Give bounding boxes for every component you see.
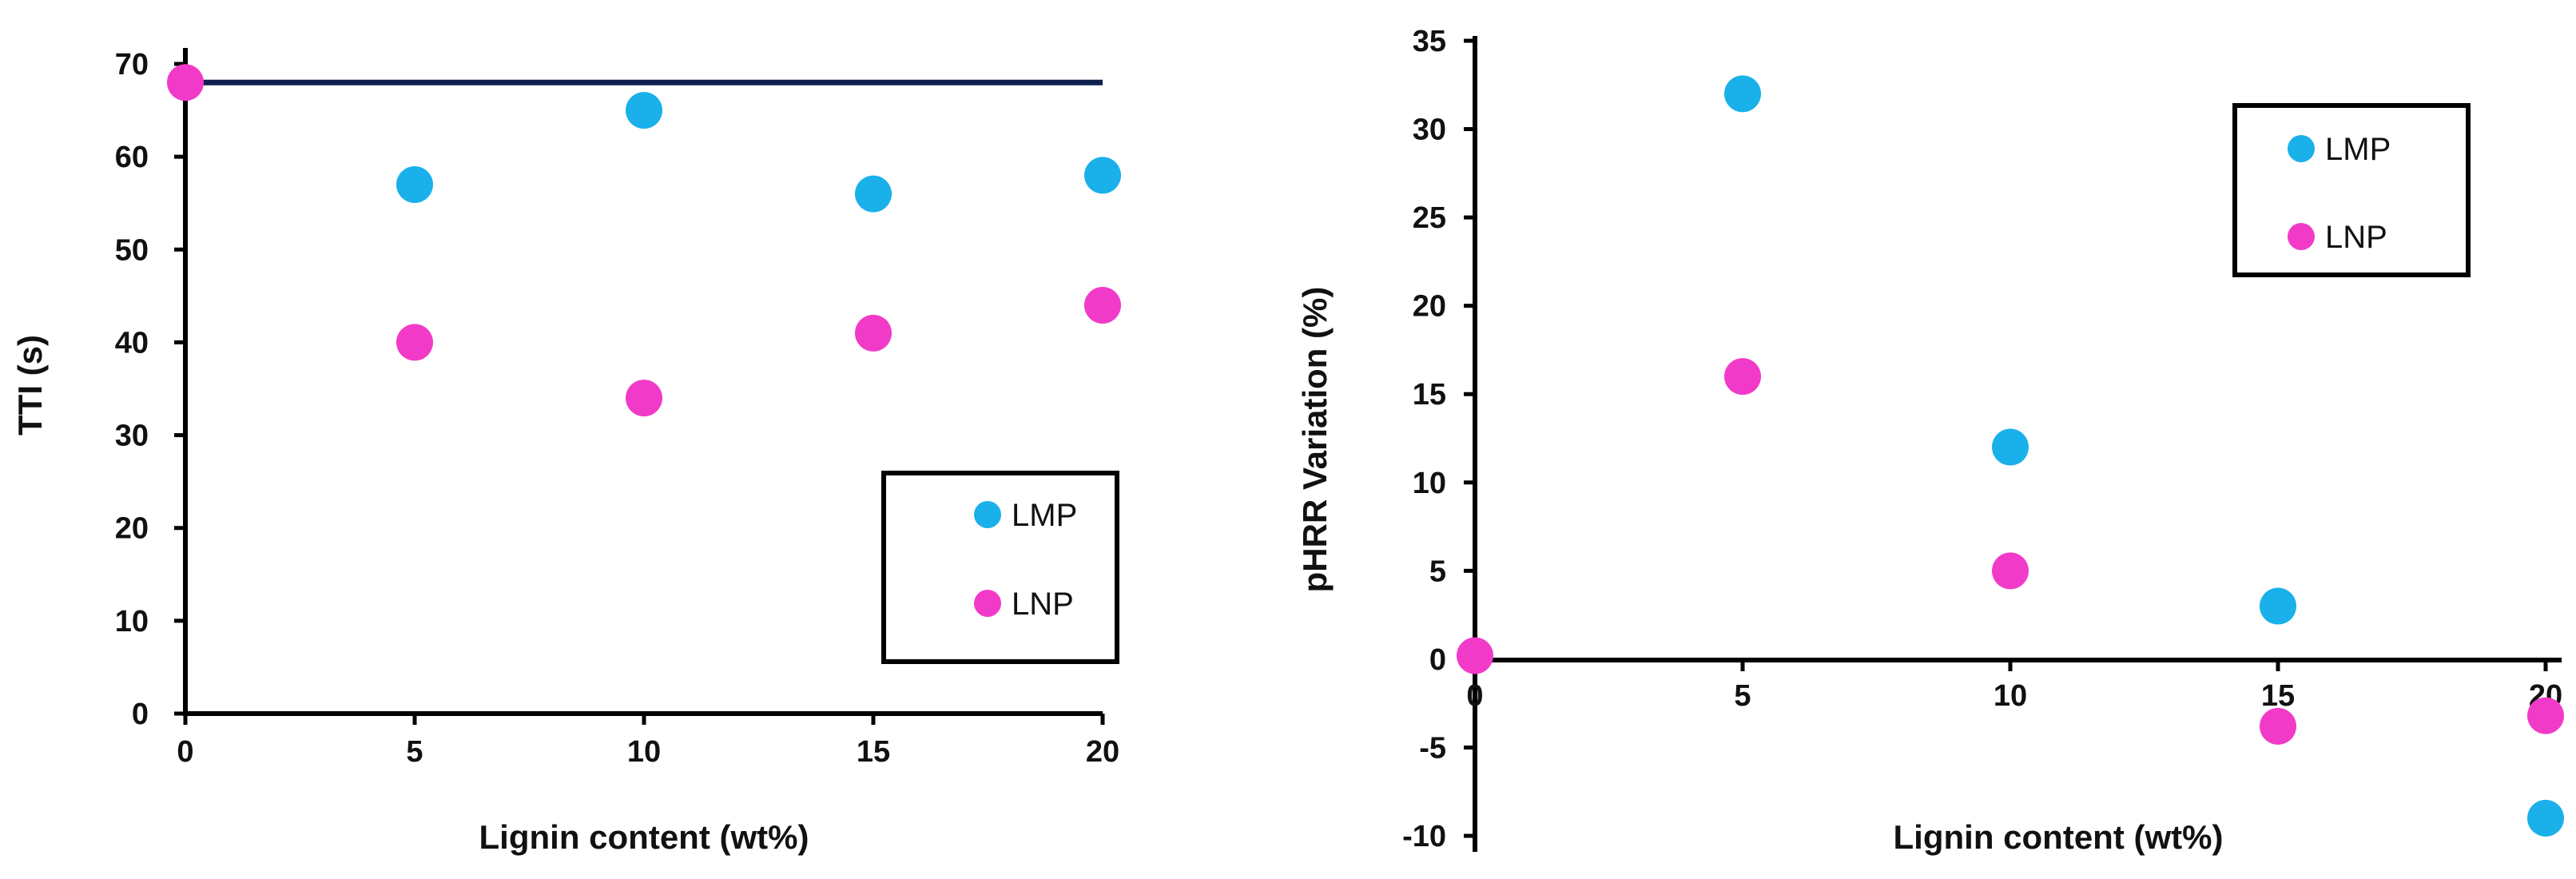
tti-x-tick-label: 10 bbox=[627, 735, 661, 769]
tti-y-tick-label: 30 bbox=[115, 420, 149, 453]
tti-point-lmp bbox=[396, 165, 433, 203]
phrr-point-lnp bbox=[1457, 637, 1493, 674]
phrr-legend-label-lmp: LMP bbox=[2325, 132, 2391, 167]
phrr-y-axis-label: pHRR Variation (%) bbox=[1296, 287, 1334, 593]
phrr-y-tick-label: 25 bbox=[1413, 201, 1446, 235]
tti-legend-label-lmp: LMP bbox=[1012, 498, 1077, 533]
phrr-y-tick-label: 35 bbox=[1413, 25, 1446, 58]
phrr-point-lnp bbox=[1724, 358, 1761, 396]
tti-legend-box bbox=[881, 471, 1119, 664]
tti-x-tick-label: 5 bbox=[406, 735, 423, 769]
phrr-x-tick-label: 15 bbox=[2261, 679, 2295, 713]
tti-point-lnp bbox=[396, 324, 433, 361]
phrr-y-tick-label: 5 bbox=[1429, 555, 1446, 588]
phrr-legend-marker-lnp bbox=[2288, 223, 2315, 250]
phrr-y-tick-label: 10 bbox=[1413, 467, 1446, 500]
phrr-chart: -10 -5 0 5 10 15 20 25 30 35 0 5 10 15 20 Lignin cont… bbox=[1296, 25, 2564, 856]
phrr-y-ticks: -10 -5 0 5 10 15 20 25 30 35 bbox=[1402, 25, 1475, 853]
phrr-point-lnp bbox=[2527, 697, 2564, 734]
phrr-y-tick-label: -5 bbox=[1419, 731, 1446, 765]
phrr-data-points bbox=[1457, 75, 2564, 837]
tti-point-lnp bbox=[167, 64, 204, 101]
phrr-point-lmp bbox=[2260, 587, 2296, 625]
phrr-y-tick-label: -10 bbox=[1402, 820, 1446, 853]
tti-legend-marker-lnp bbox=[974, 590, 1001, 617]
phrr-y-tick-label: 0 bbox=[1429, 643, 1446, 677]
tti-y-tick-label: 40 bbox=[115, 326, 149, 360]
tti-y-tick-label: 50 bbox=[115, 233, 149, 267]
tti-x-axis-label: Lignin content (wt%) bbox=[479, 818, 809, 856]
tti-point-lmp bbox=[1084, 157, 1121, 194]
tti-x-ticks: 0 5 10 15 20 bbox=[177, 714, 1119, 769]
tti-point-lmp bbox=[626, 92, 662, 129]
phrr-point-lnp bbox=[2260, 707, 2296, 745]
tti-legend-label-lnp: LNP bbox=[1012, 587, 1074, 622]
tti-y-ticks: 0 10 20 30 40 50 60 70 bbox=[115, 48, 185, 731]
tti-y-tick-label: 0 bbox=[132, 698, 149, 731]
phrr-legend-marker-lmp bbox=[2288, 135, 2315, 162]
phrr-point-lmp bbox=[1724, 75, 1761, 113]
tti-x-tick-label: 15 bbox=[857, 735, 890, 769]
phrr-x-tick-label: 5 bbox=[1734, 679, 1751, 713]
tti-x-tick-label: 0 bbox=[177, 735, 193, 769]
tti-y-tick-label: 60 bbox=[115, 141, 149, 174]
phrr-point-lmp bbox=[1992, 428, 2029, 466]
phrr-y-tick-label: 30 bbox=[1413, 113, 1446, 147]
phrr-x-axis-label: Lignin content (wt%) bbox=[1894, 818, 2224, 856]
tti-point-lmp bbox=[855, 175, 892, 213]
tti-point-lnp bbox=[1084, 286, 1121, 324]
phrr-legend-label-lnp: LNP bbox=[2325, 220, 2387, 255]
phrr-y-tick-label: 20 bbox=[1413, 290, 1446, 324]
phrr-x-ticks: 0 5 10 15 20 bbox=[1466, 660, 2562, 713]
tti-y-axis-label: TTI (s) bbox=[11, 335, 49, 436]
phrr-x-tick-label: 10 bbox=[1994, 679, 2027, 713]
tti-legend-marker-lmp bbox=[974, 501, 1001, 528]
tti-point-lnp bbox=[626, 380, 662, 417]
tti-legend: LMP LNP bbox=[881, 471, 1119, 664]
tti-chart: 0 10 20 30 40 50 60 70 0 5 10 15 20 Lignin content … bbox=[11, 48, 1121, 856]
phrr-point-lmp bbox=[2527, 799, 2564, 837]
phrr-x-tick-label: 0 bbox=[1466, 679, 1483, 713]
phrr-legend: LMP LNP bbox=[2232, 103, 2471, 277]
tti-point-lnp bbox=[855, 314, 892, 352]
tti-data-points bbox=[167, 64, 1121, 417]
tti-y-tick-label: 10 bbox=[115, 605, 149, 638]
phrr-point-lnp bbox=[1992, 552, 2029, 590]
tti-x-tick-label: 20 bbox=[1086, 735, 1119, 769]
tti-y-tick-label: 70 bbox=[115, 48, 149, 82]
tti-y-tick-label: 20 bbox=[115, 512, 149, 546]
phrr-y-tick-label: 15 bbox=[1413, 378, 1446, 412]
phrr-legend-box bbox=[2232, 103, 2471, 277]
